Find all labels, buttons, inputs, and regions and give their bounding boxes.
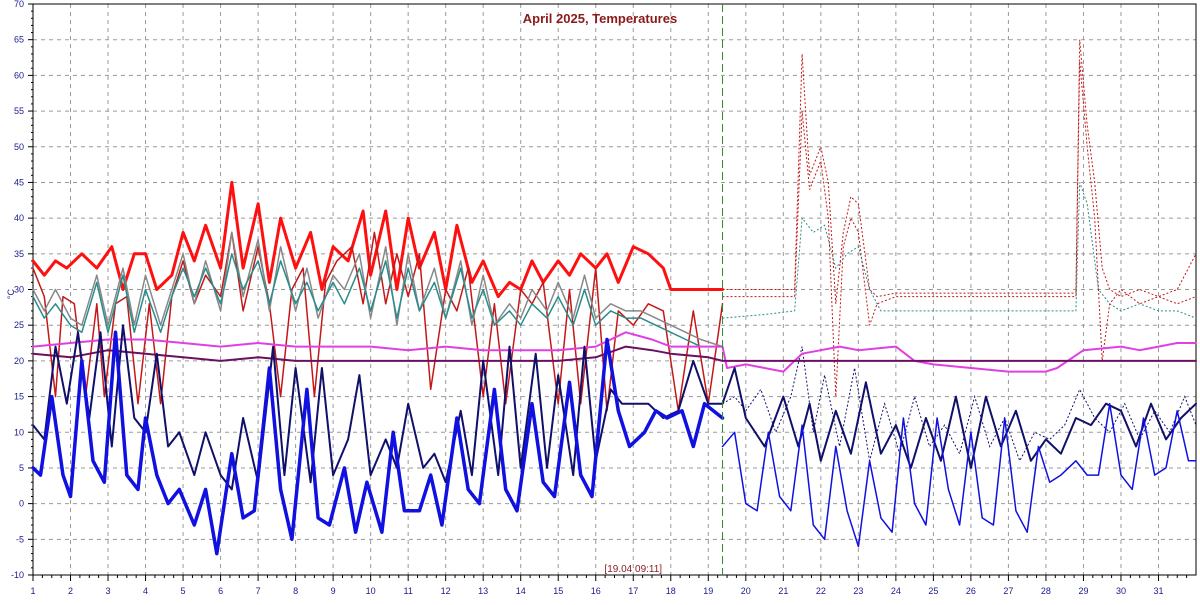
x-tick-label: 14 <box>516 586 526 596</box>
x-tick-label: 8 <box>293 586 298 596</box>
y-tick-label: 5 <box>19 463 24 473</box>
x-tick-label: 10 <box>366 586 376 596</box>
x-tick-label: 31 <box>1153 586 1163 596</box>
x-tick-label: 22 <box>816 586 826 596</box>
x-tick-label: 27 <box>1003 586 1013 596</box>
x-tick-label: 18 <box>666 586 676 596</box>
x-tick-label: 24 <box>891 586 901 596</box>
x-tick-label: 30 <box>1116 586 1126 596</box>
y-tick-label: 45 <box>14 177 24 187</box>
x-tick-label: 26 <box>966 586 976 596</box>
x-tick-label: 20 <box>741 586 751 596</box>
y-tick-label: 35 <box>14 249 24 259</box>
y-tick-label: 25 <box>14 320 24 330</box>
x-tick-label: 7 <box>256 586 261 596</box>
y-tick-label: -5 <box>16 534 24 544</box>
x-tick-label: 9 <box>331 586 336 596</box>
y-tick-label: -10 <box>11 570 24 580</box>
x-tick-label: 29 <box>1078 586 1088 596</box>
x-tick-label: 4 <box>143 586 148 596</box>
x-tick-label: 15 <box>553 586 563 596</box>
y-tick-label: 40 <box>14 213 24 223</box>
x-tick-label: 2 <box>68 586 73 596</box>
x-tick-label: 16 <box>591 586 601 596</box>
x-tick-label: 19 <box>703 586 713 596</box>
y-axis-label: °C <box>6 288 16 299</box>
y-tick-label: 65 <box>14 35 24 45</box>
x-tick-label: 25 <box>928 586 938 596</box>
x-tick-label: 3 <box>106 586 111 596</box>
x-tick-label: 12 <box>441 586 451 596</box>
cursor-label: [19.04 09:11] <box>604 564 662 575</box>
y-tick-label: 60 <box>14 70 24 80</box>
y-tick-label: 15 <box>14 392 24 402</box>
y-tick-label: 70 <box>14 0 24 9</box>
y-tick-label: 0 <box>19 499 24 509</box>
x-tick-label: 13 <box>478 586 488 596</box>
x-tick-label: 1 <box>30 586 35 596</box>
x-tick-label: 11 <box>403 586 412 596</box>
y-tick-label: 55 <box>14 106 24 116</box>
x-tick-label: 6 <box>218 586 223 596</box>
x-tick-label: 17 <box>628 586 638 596</box>
y-tick-label: 20 <box>14 356 24 366</box>
y-tick-label: 10 <box>14 427 24 437</box>
chart-title: April 2025, Temperatures <box>523 11 677 26</box>
y-tick-label: 50 <box>14 142 24 152</box>
x-tick-label: 23 <box>853 586 863 596</box>
x-tick-label: 28 <box>1041 586 1051 596</box>
x-tick-label: 21 <box>778 586 788 596</box>
x-tick-label: 5 <box>181 586 186 596</box>
